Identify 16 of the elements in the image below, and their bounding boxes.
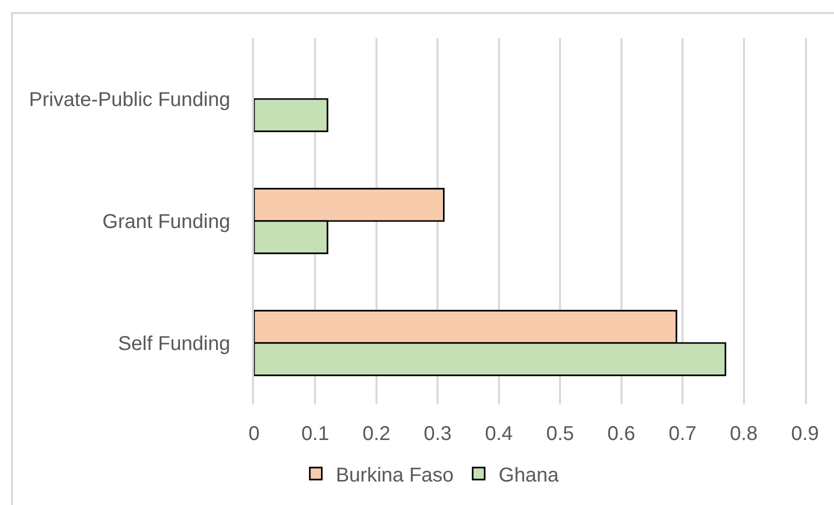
y-tick-label: Self Funding xyxy=(118,333,230,355)
x-tick-label: 0.4 xyxy=(484,423,513,445)
bar xyxy=(254,98,328,132)
x-tick-label: 0.8 xyxy=(730,423,758,445)
y-tick-label: Private-Public Funding xyxy=(29,89,230,111)
x-tick-label: 0.2 xyxy=(362,423,390,445)
x-tick-label: 0 xyxy=(248,423,260,445)
x-tick-label: 0.3 xyxy=(424,423,452,445)
x-tick-label: 0.1 xyxy=(301,423,330,445)
x-tick-label: 0.7 xyxy=(668,423,696,445)
x-tick-label: 0.6 xyxy=(607,423,636,445)
x-tick-label: 0.5 xyxy=(546,423,574,445)
y-tick-label: Grant Funding xyxy=(102,211,230,233)
x-tick-label: 0.9 xyxy=(791,423,819,445)
legend-label: Burkina Faso xyxy=(336,464,454,486)
legend-label: Ghana xyxy=(498,464,560,486)
